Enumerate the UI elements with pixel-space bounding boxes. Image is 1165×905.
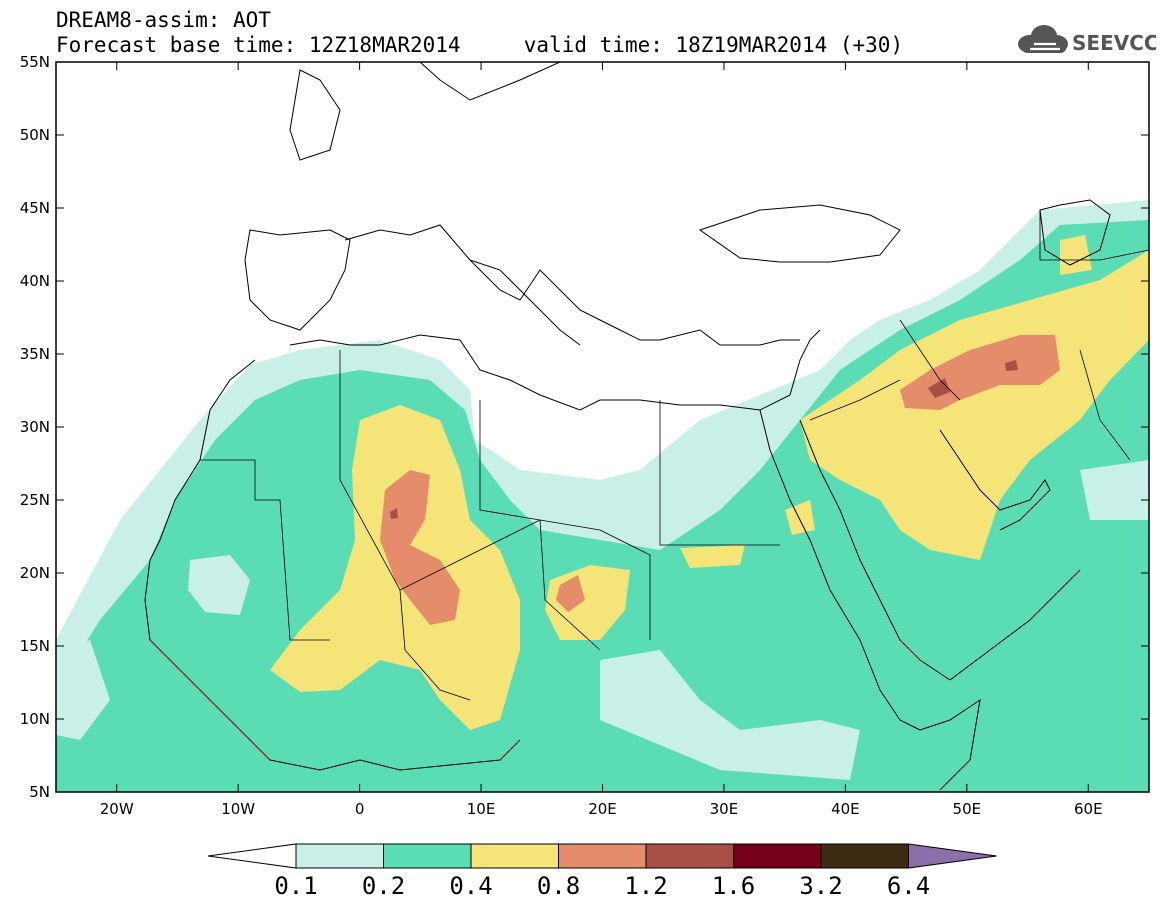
lat-label: 25N bbox=[20, 491, 50, 509]
colorbar-label: 1.2 bbox=[624, 872, 667, 900]
aot-field bbox=[56, 62, 1149, 792]
aot-level-0.1-patch-3 bbox=[600, 650, 860, 780]
longitude-axis: 20W 10W 0 10E 20E 30E 40E 50E 60E bbox=[100, 62, 1103, 818]
colorbar-label: 0.1 bbox=[274, 872, 317, 900]
aot-level-0.1-patch-2 bbox=[56, 640, 110, 740]
colorbar-swatch bbox=[645, 843, 734, 869]
logo-text: SEEVCCC bbox=[1072, 31, 1156, 55]
aot-level-0.1-patch bbox=[188, 555, 250, 615]
lon-label: 20W bbox=[100, 800, 134, 818]
lat-label: 35N bbox=[20, 345, 50, 363]
colorbar-label: 3.2 bbox=[799, 872, 842, 900]
lat-label: 55N bbox=[20, 53, 50, 71]
colorbar-label: 6.4 bbox=[887, 872, 930, 900]
colorbar-swatch bbox=[295, 843, 384, 869]
lon-label: 10E bbox=[467, 800, 496, 818]
colorbar-swatch bbox=[733, 843, 822, 869]
latitude-axis: 55N 50N 45N 40N 35N 30N 25N 20N 15N 10N 5N bbox=[20, 53, 1149, 801]
lat-label: 40N bbox=[20, 272, 50, 290]
lat-label: 45N bbox=[20, 199, 50, 217]
map-subtitle: Forecast base time: 12Z18MAR2014 valid t… bbox=[56, 33, 904, 57]
lon-label: 30E bbox=[710, 800, 739, 818]
seevccc-logo: SEEVCCC bbox=[1018, 25, 1156, 55]
colorbar-label: 0.4 bbox=[449, 872, 492, 900]
lon-label: 20E bbox=[588, 800, 617, 818]
colorbar-arrow-high bbox=[908, 843, 997, 869]
aot-level-1.2-c bbox=[390, 508, 398, 519]
lon-label: 50E bbox=[953, 800, 982, 818]
lat-label: 20N bbox=[20, 564, 50, 582]
aot-level-0.4-d bbox=[680, 545, 745, 568]
aot-level-0.4-c bbox=[800, 250, 1149, 560]
aot-level-0.8-b bbox=[556, 575, 585, 612]
lat-label: 15N bbox=[20, 637, 50, 655]
aot-level-0.8 bbox=[380, 470, 460, 625]
aot-level-0.4-e bbox=[785, 500, 815, 535]
colorbar-arrow-low bbox=[207, 843, 297, 869]
lon-label: 0 bbox=[355, 800, 365, 818]
lon-label: 60E bbox=[1074, 800, 1103, 818]
map-title: DREAM8-assim: AOT bbox=[56, 8, 271, 32]
lon-label: 10W bbox=[221, 800, 255, 818]
colorbar-label: 0.8 bbox=[537, 872, 580, 900]
lat-label: 5N bbox=[29, 783, 50, 801]
aot-level-0.1-patch-4 bbox=[1080, 460, 1149, 520]
lat-label: 10N bbox=[20, 710, 50, 728]
lon-label: 40E bbox=[831, 800, 860, 818]
colorbar-swatch bbox=[383, 843, 472, 869]
lat-label: 30N bbox=[20, 418, 50, 436]
aot-level-1.2-b bbox=[1005, 360, 1018, 371]
aot-level-1.2 bbox=[928, 378, 950, 398]
political-borders bbox=[200, 210, 1149, 701]
lat-label: 50N bbox=[20, 126, 50, 144]
colorbar-swatch bbox=[558, 843, 647, 869]
colorbar-label: 0.2 bbox=[362, 872, 405, 900]
colorbar-label: 1.6 bbox=[712, 872, 755, 900]
aot-level-0.4-f bbox=[1060, 235, 1092, 275]
colorbar: 0.1 0.2 0.4 0.8 1.2 1.6 3.2 6.4 bbox=[207, 843, 997, 900]
colorbar-swatch bbox=[470, 843, 559, 869]
colorbar-swatch bbox=[820, 843, 909, 869]
